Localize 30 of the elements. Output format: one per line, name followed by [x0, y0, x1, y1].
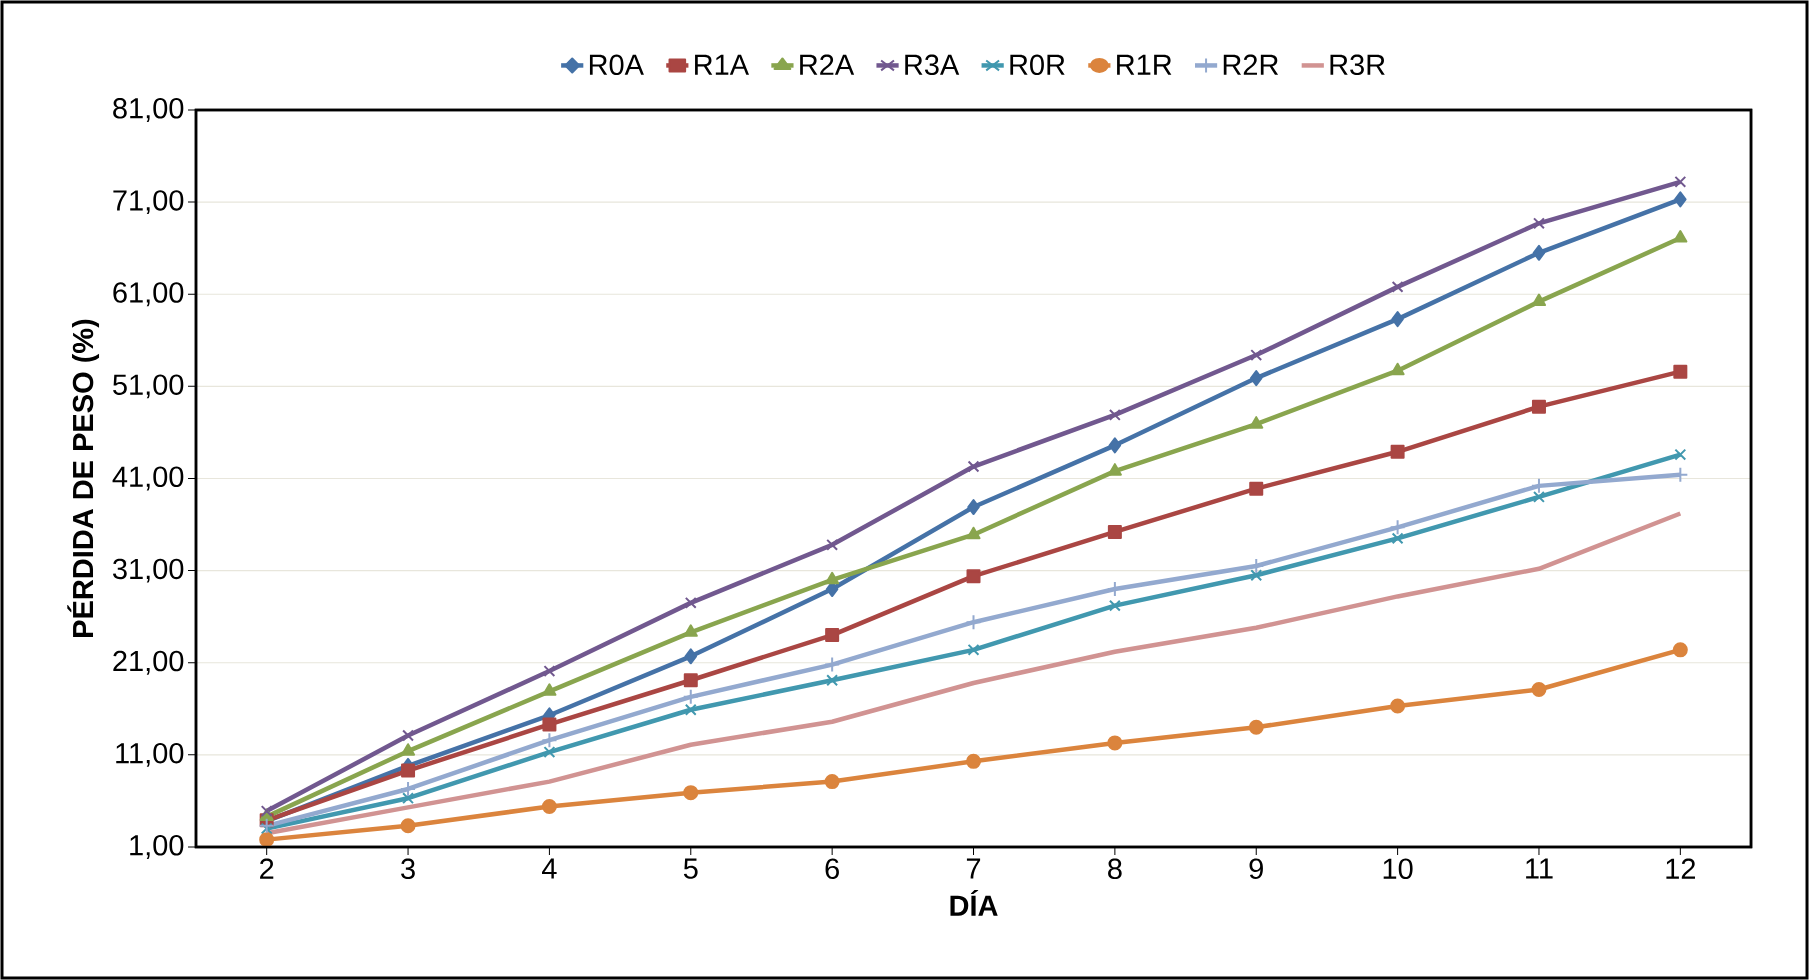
x-tick-label: 3 [401, 858, 415, 880]
x-axis-title: DÍA [950, 889, 998, 916]
legend-label: R0R [1010, 54, 1065, 76]
y-tick-label: 71,00 [113, 190, 184, 215]
x-tick-label: 9 [1249, 858, 1263, 880]
x-tick-label: 4 [542, 858, 557, 879]
y-tick-label: 11,00 [116, 742, 184, 767]
y-tick-label: 21,00 [113, 650, 184, 675]
x-tick-label: 7 [966, 858, 981, 879]
y-tick-label: 1,00 [130, 835, 184, 859]
x-tick-label: 6 [825, 858, 839, 880]
y-tick-label: 31,00 [112, 558, 184, 583]
y-tick-label: 51,00 [113, 374, 184, 399]
y-tick-label: 81,00 [113, 98, 184, 122]
legend-label: R2R [1223, 54, 1279, 75]
legend-label: R3R [1330, 54, 1385, 76]
legend-label: R1A [695, 54, 750, 75]
y-tick-label: 61,00 [113, 282, 184, 307]
legend-label: R3A [905, 54, 960, 76]
y-axis-title: PÉRDIDA DE PESO (%) [67, 319, 100, 637]
x-tick-label: 5 [683, 858, 698, 879]
legend-label: R1R [1117, 54, 1172, 75]
legend-label: R0A [589, 54, 644, 76]
y-tick-label: 41,00 [112, 466, 184, 491]
x-tick-label: 10 [1383, 858, 1413, 880]
legend-label: R2A [800, 54, 855, 75]
x-tick-label: 11 [1526, 858, 1553, 879]
x-tick-label: 2 [260, 858, 274, 879]
x-tick-label: 8 [1108, 858, 1122, 880]
x-tick-label: 12 [1666, 858, 1695, 879]
